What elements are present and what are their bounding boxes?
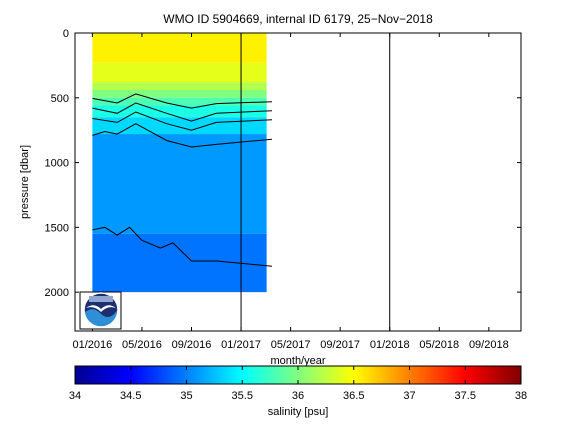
colorbar: 34 34.5 35 35.5 36 36.5 37 37.5 38 salinity [psu… — [69, 365, 527, 418]
x-tick-label-1: 05/2016 — [122, 339, 162, 351]
x-tick-label-3: 01/2017 — [221, 339, 261, 351]
colorbar-tick-label-2: 35 — [180, 390, 192, 402]
noaa-logo — [79, 291, 122, 330]
x-tick-label-8: 09/2018 — [469, 339, 509, 351]
chart-title: WMO ID 5904669, internal ID 6179, 25−Nov… — [163, 12, 433, 26]
salinity-layer-1 — [92, 62, 267, 83]
y-axis-label: pressure [dbar] — [19, 145, 31, 219]
colorbar-tick-label-0: 34 — [69, 390, 81, 402]
contour-line-1 — [92, 102, 273, 122]
y-axis: 0 500 1000 1500 2000 — [45, 28, 521, 299]
salinity-layer-2 — [92, 82, 267, 91]
x-tick-label-2: 09/2016 — [172, 339, 212, 351]
logo-band — [89, 296, 113, 302]
x-tick-label-4: 05/2017 — [271, 339, 311, 351]
y-tick-label-0: 0 — [63, 28, 69, 40]
plot-frame — [74, 32, 522, 332]
salinity-field — [92, 33, 267, 293]
logo-wave — [84, 309, 118, 327]
salinity-layer-3 — [92, 90, 267, 98]
colorbar-tick-label-1: 34.5 — [120, 390, 141, 402]
y-tick-label-3: 1500 — [45, 222, 69, 234]
x-tick-label-6: 01/2018 — [370, 339, 410, 351]
x-tick-label-5: 09/2017 — [320, 339, 360, 351]
logo-ring — [83, 292, 119, 328]
logo-gull — [86, 305, 116, 312]
colorbar-tick-label-5: 36.5 — [343, 390, 364, 402]
colorbar-tick-label-4: 36 — [292, 390, 304, 402]
x-axis: 01/2016 05/2016 09/2016 01/2017 05/2017 09/20… — [73, 33, 509, 351]
x-tick-label-0: 01/2016 — [73, 339, 113, 351]
year-markers — [240, 33, 391, 331]
x-tick-label-7: 05/2018 — [419, 339, 459, 351]
colorbar-ticks: 34 34.5 35 35.5 36 36.5 37 37.5 38 — [69, 366, 527, 402]
contour-line-3 — [92, 123, 273, 148]
y-tick-label-1: 500 — [51, 93, 69, 105]
contour-line-0 — [92, 111, 273, 131]
salinity-layer-7 — [92, 134, 267, 234]
x-axis-label: month/year — [270, 355, 325, 367]
colorbar-tick-label-7: 37.5 — [455, 390, 476, 402]
contour-line-2 — [92, 93, 273, 109]
salinity-layer-0 — [92, 33, 267, 63]
contour-lines — [92, 93, 273, 267]
salinity-layer-5 — [92, 105, 267, 118]
colorbar-tick-label-6: 37 — [403, 390, 415, 402]
y-tick-label-2: 1000 — [45, 158, 69, 170]
colorbar-tick-label-3: 35.5 — [232, 390, 253, 402]
colorbar-tick-label-8: 38 — [515, 390, 527, 402]
salinity-layer-6 — [92, 117, 267, 135]
colorbar-label: salinity [psu] — [268, 406, 329, 418]
contour-line-4 — [92, 226, 273, 267]
y-tick-label-4: 2000 — [45, 287, 69, 299]
plot-area — [74, 32, 522, 332]
salinity-layer-4 — [92, 97, 267, 106]
